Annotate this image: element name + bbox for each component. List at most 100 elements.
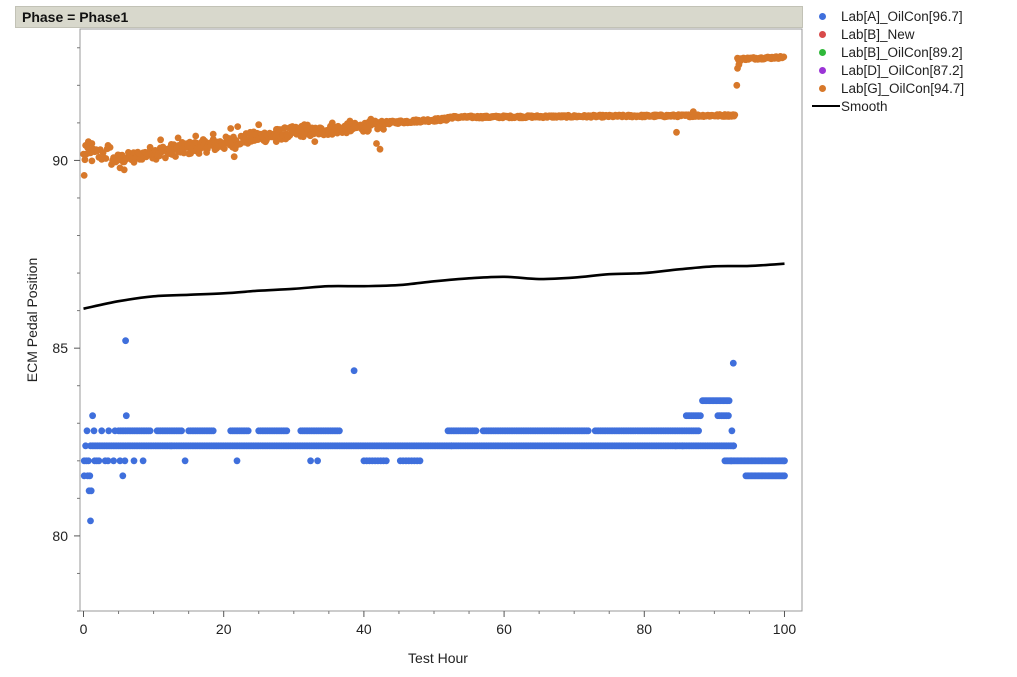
x-tick-label: 40 [356, 621, 372, 637]
data-point [104, 457, 112, 465]
data-point [725, 412, 732, 420]
series-layer [80, 53, 788, 525]
legend-item[interactable]: Lab[G]_OilCon[94.7] [812, 79, 964, 97]
data-point [172, 153, 179, 160]
data-point [104, 142, 112, 149]
data-point [146, 143, 154, 151]
data-point [679, 442, 687, 450]
data-point [80, 172, 88, 179]
data-point [90, 427, 98, 435]
data-point [105, 427, 113, 435]
phase-header-title: Phase = Phase1 [22, 9, 129, 25]
data-point [167, 442, 175, 450]
data-point [689, 108, 697, 115]
data-point [180, 149, 188, 157]
legend: Lab[A]_OilCon[96.7] Lab[B]_New Lab[B]_OilC… [812, 7, 964, 115]
data-point [220, 145, 228, 153]
data-point [729, 359, 737, 367]
x-tick-label: 20 [216, 621, 232, 637]
data-point [416, 457, 424, 465]
data-point [733, 81, 741, 89]
data-point [380, 125, 387, 133]
data-point [727, 457, 735, 465]
data-point [311, 138, 319, 146]
data-point [120, 166, 128, 174]
data-point [85, 457, 92, 465]
data-point [373, 140, 380, 147]
data-point [111, 427, 119, 435]
series-Lab[G]_OilCon[94.7] [80, 53, 788, 179]
data-point [130, 158, 138, 166]
legend-label: Lab[A]_OilCon[96.7] [841, 8, 963, 24]
data-point [86, 472, 94, 480]
data-point [695, 427, 702, 435]
data-point [244, 427, 252, 435]
legend-item[interactable]: Smooth [812, 97, 964, 115]
data-point [192, 132, 200, 140]
data-point [472, 427, 480, 435]
data-point [116, 457, 124, 465]
x-tick-label: 60 [496, 621, 512, 637]
data-point [139, 457, 147, 465]
data-point [88, 140, 96, 147]
y-tick-label: 85 [52, 340, 68, 356]
data-point [234, 123, 242, 130]
legend-label: Lab[D]_OilCon[87.2] [841, 62, 964, 78]
data-point [328, 119, 336, 127]
data-point [314, 457, 321, 465]
axis-layer: 0 20 40 60 80 100 80 85 90 [52, 47, 796, 637]
data-point [725, 397, 733, 405]
data-point [307, 457, 314, 465]
legend-dot-marker [819, 30, 826, 38]
data-point [272, 138, 280, 146]
data-point [736, 57, 744, 65]
x-tick-label: 80 [636, 621, 652, 637]
y-tick-label: 80 [52, 528, 68, 544]
data-point [102, 155, 110, 162]
series-Lab[A]_OilCon[96.7] [80, 337, 788, 525]
data-point [196, 145, 204, 153]
legend-dot-marker [819, 48, 826, 56]
y-axis-title: ECM Pedal Position [24, 258, 40, 383]
data-point [350, 367, 358, 375]
data-point [584, 427, 592, 435]
data-point [83, 427, 91, 435]
data-point [780, 53, 788, 61]
data-point [367, 115, 375, 123]
data-point [110, 457, 117, 465]
legend-dot-marker [819, 84, 826, 92]
legend-item[interactable]: Lab[B]_OilCon[89.2] [812, 43, 964, 61]
data-point [162, 154, 169, 162]
data-point [87, 517, 94, 525]
legend-item[interactable]: Lab[A]_OilCon[96.7] [812, 7, 964, 25]
data-point [82, 442, 89, 450]
data-point [346, 117, 354, 125]
data-point [81, 156, 89, 164]
data-point [382, 457, 390, 465]
data-point [781, 457, 788, 465]
data-point [227, 125, 235, 132]
data-point [209, 130, 217, 138]
data-point [98, 427, 106, 435]
smooth-line [83, 262, 785, 310]
data-point [672, 442, 680, 450]
data-point [731, 111, 739, 119]
phase-header: Phase = Phase1 [15, 6, 803, 28]
smooth-layer [83, 262, 785, 310]
x-tick-label: 0 [80, 621, 88, 637]
data-point [255, 121, 263, 129]
legend-item[interactable]: Lab[D]_OilCon[87.2] [812, 61, 964, 79]
legend-label: Smooth [841, 98, 888, 114]
data-point [300, 121, 308, 129]
legend-dot-marker [819, 12, 826, 20]
data-point [130, 457, 138, 465]
data-point [729, 442, 737, 450]
legend-dot-marker [819, 66, 826, 74]
data-point [122, 337, 129, 345]
legend-item[interactable]: Lab[B]_New [812, 25, 964, 43]
data-point [121, 457, 129, 465]
data-point [781, 472, 788, 480]
data-point [336, 427, 343, 435]
data-point [673, 128, 680, 136]
data-point [230, 153, 238, 161]
